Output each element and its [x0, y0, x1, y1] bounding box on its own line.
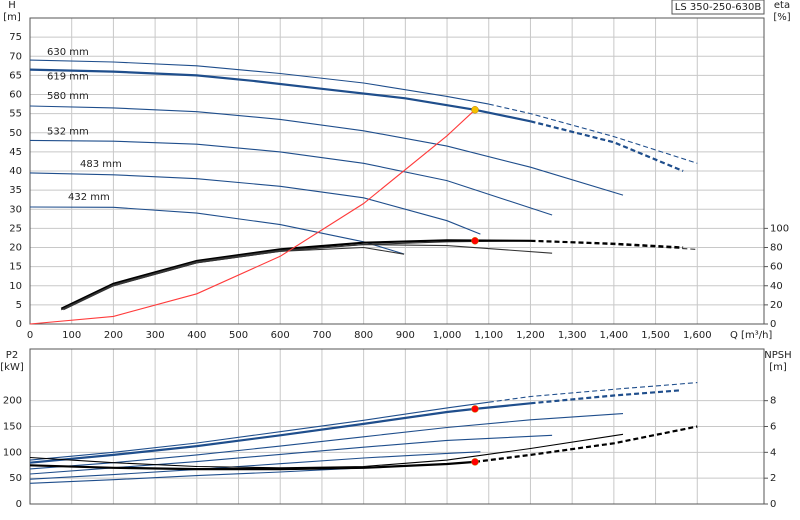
x-tick-label: 100: [62, 330, 81, 341]
y-tick-label: 0: [16, 319, 22, 330]
y-tick-label: 20: [9, 243, 22, 254]
x-tick-label: 1,200: [516, 330, 545, 341]
y-axis-label: H: [8, 0, 16, 11]
plot-frame: [29, 348, 765, 505]
curve: [488, 382, 698, 403]
curve: [29, 401, 489, 461]
curve-label: 580 mm: [47, 91, 89, 102]
curve: [60, 239, 531, 310]
y2-tick-label: 80: [770, 243, 783, 254]
y-tick-label: 25: [9, 223, 22, 234]
y-tick-label: 35: [9, 185, 22, 196]
y-tick-label: 55: [9, 109, 22, 120]
curve: [29, 59, 489, 105]
x-tick-label: 400: [187, 330, 206, 341]
y2-axis-unit: [m]: [769, 362, 787, 373]
curve: [488, 103, 698, 164]
x-tick-label: 1,100: [474, 330, 503, 341]
y-tick-label: 150: [3, 422, 22, 433]
y-tick-label: 10: [9, 281, 22, 292]
y-tick-label: 75: [9, 32, 22, 43]
curve-label: 483 mm: [80, 159, 122, 170]
y2-tick-label: 2: [770, 473, 776, 484]
curve: [29, 172, 481, 235]
x-tick-label: 800: [354, 330, 373, 341]
curve: [29, 460, 476, 471]
y-tick-label: 200: [3, 396, 22, 407]
x-tick-label: 900: [396, 330, 415, 341]
y2-tick-label: 8: [770, 396, 776, 407]
curve: [530, 239, 684, 249]
y-tick-label: 70: [9, 51, 22, 62]
curve: [530, 389, 681, 405]
plots: 0 100 200 300 400 500 600 700 800 900 1,000 1,100 1,…: [3, 17, 789, 510]
y2-tick-label: 0: [770, 499, 776, 510]
y2-axis-unit: [%]: [773, 12, 790, 23]
y-tick-label: 15: [9, 262, 22, 273]
y-tick-label: 30: [9, 204, 22, 215]
y-axis-unit: [m]: [3, 12, 21, 23]
operating-point: [471, 458, 479, 466]
y2-tick-label: 4: [770, 447, 776, 458]
y2-tick-label: 40: [770, 281, 783, 292]
y-axis-label: P2: [6, 350, 18, 361]
x-tick-label: 1,300: [558, 330, 587, 341]
curve: [29, 109, 476, 325]
panel: 0 100 200 300 400 500 600 700 800 900 1,000 1,100 1,…: [9, 17, 789, 341]
curve: [29, 105, 624, 196]
y-tick-label: 0: [16, 499, 22, 510]
y2-axis-label: NPSH: [764, 350, 791, 361]
y-tick-label: 60: [9, 90, 22, 101]
y2-tick-label: 100: [770, 223, 789, 234]
curve-label: 532 mm: [47, 126, 89, 137]
curve: [474, 425, 698, 463]
curve: [29, 68, 531, 123]
curve-label: 619 mm: [47, 72, 89, 83]
curve-label: 630 mm: [47, 47, 89, 58]
y-tick-label: 100: [3, 447, 22, 458]
curve: [29, 413, 624, 470]
x-tick-label: 1,500: [641, 330, 670, 341]
y-tick-label: 50: [9, 128, 22, 139]
y-tick-label: 5: [16, 300, 22, 311]
curve: [29, 402, 531, 464]
y2-tick-label: 20: [770, 300, 783, 311]
operating-point: [471, 405, 479, 413]
curve: [61, 244, 553, 311]
curve: [530, 120, 684, 173]
plot-frame: [29, 17, 765, 325]
x-axis-label: Q [m³/h]: [730, 330, 772, 341]
curve: [63, 240, 531, 311]
y-axis-unit: [kW]: [0, 362, 24, 373]
x-tick-label: 0: [27, 330, 33, 341]
curve: [61, 246, 405, 311]
operating-point: [471, 237, 479, 245]
x-tick-label: 300: [146, 330, 165, 341]
curve: [29, 433, 624, 469]
x-tick-label: 600: [271, 330, 290, 341]
panel: 0 50 100 150 200 0 2 4 6 8: [3, 348, 776, 510]
y-tick-label: 40: [9, 166, 22, 177]
x-tick-label: 1,400: [600, 330, 629, 341]
title-box: [671, 0, 765, 15]
y-tick-label: 45: [9, 147, 22, 158]
y2-axis-label: eta: [774, 0, 790, 11]
y2-tick-label: 60: [770, 262, 783, 273]
y-tick-label: 65: [9, 70, 22, 81]
operating-point: [471, 106, 479, 114]
x-tick-label: 1,600: [683, 330, 712, 341]
x-tick-label: 200: [104, 330, 123, 341]
x-tick-label: 700: [312, 330, 331, 341]
y2-tick-label: 6: [770, 422, 776, 433]
curve: [29, 139, 553, 216]
y2-tick-label: 0: [770, 319, 776, 330]
y-tick-label: 50: [9, 473, 22, 484]
curve-label: 432 mm: [68, 192, 110, 203]
chart-title: LS 350-250-630B: [675, 2, 762, 13]
curve: [29, 206, 405, 255]
x-tick-label: 500: [229, 330, 248, 341]
curve: [29, 451, 481, 480]
x-tick-label: 1,000: [433, 330, 462, 341]
